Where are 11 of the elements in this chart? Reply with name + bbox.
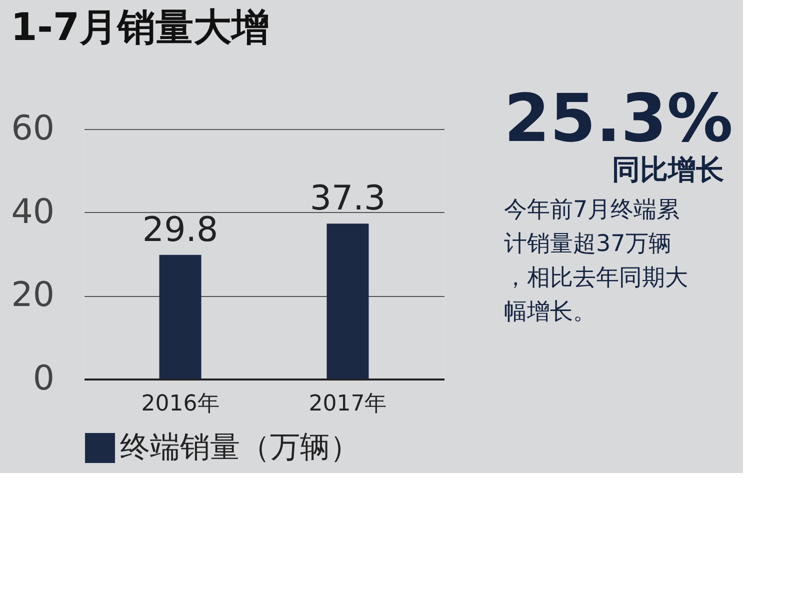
x-tick-label: 2017年 xyxy=(308,392,387,416)
y-tick-label: 60 xyxy=(11,108,54,148)
chart-title: 1-7月销量大增 xyxy=(10,5,270,49)
y-tick-label: 40 xyxy=(11,192,54,232)
y-tick-label: 0 xyxy=(32,358,54,398)
data-label: 37.3 xyxy=(310,178,386,219)
text: 今年前7月终端累计销量超37万辆，相比去年同期大幅增长。 xyxy=(504,197,688,325)
legend-label: 终端销量（万辆） xyxy=(120,430,360,465)
x-tick-label: 2016年 xyxy=(141,392,220,416)
data-label: 29.8 xyxy=(142,210,218,250)
y-tick-label: 20 xyxy=(11,275,54,316)
